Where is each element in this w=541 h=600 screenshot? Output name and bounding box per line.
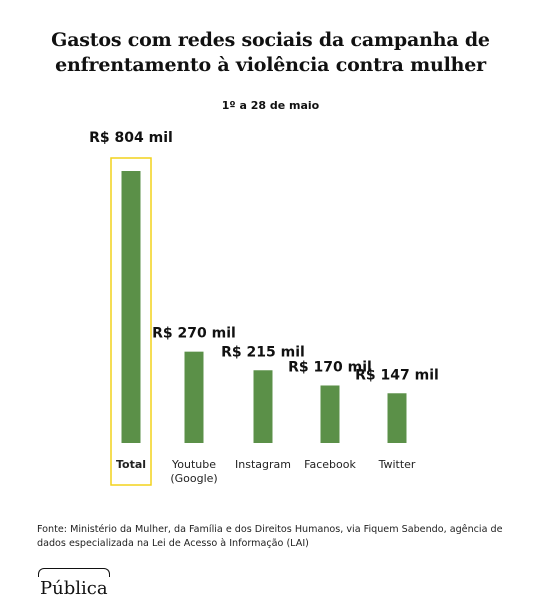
publica-logo: Pública [38,566,128,600]
chart-title: Gastos com redes sociais da campanha de … [51,29,490,76]
category-label-0: Total [116,458,146,471]
bar-4 [387,393,407,443]
value-label-2: R$ 215 mil [221,344,305,360]
bar-2 [253,370,273,443]
source-note: Fonte: Ministério da Mulher, da Família … [37,524,503,549]
value-label-0: R$ 804 mil [89,130,173,146]
category-label-1: (Google) [170,472,217,485]
category-label-4: Twitter [378,458,416,471]
value-label-3: R$ 170 mil [288,359,372,375]
bar-3 [320,385,340,443]
category-label-1: Youtube [171,458,216,471]
category-label-2: Instagram [235,458,291,471]
highlight-box [110,157,152,486]
value-label-1: R$ 270 mil [152,326,236,342]
chart-subtitle: 1º a 28 de maio [221,99,320,112]
logo-text: Pública [40,578,108,599]
logo-speech-mark [38,568,110,577]
value-label-4: R$ 147 mil [355,367,439,383]
category-label-3: Facebook [304,458,356,471]
bar-0 [121,171,141,443]
bar-1 [184,351,204,443]
